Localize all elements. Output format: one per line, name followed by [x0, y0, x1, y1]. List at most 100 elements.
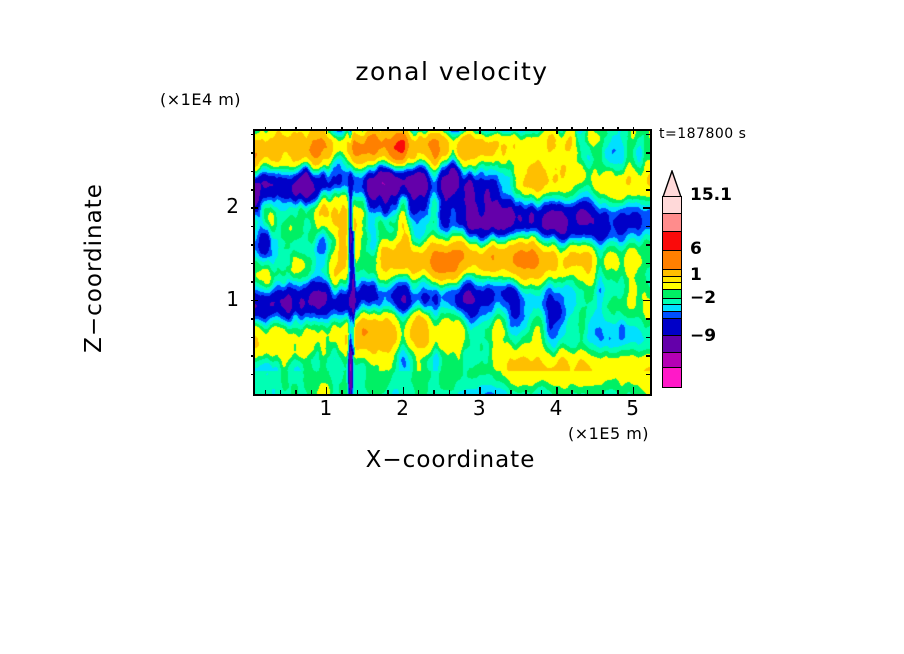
- axis-tick: [402, 127, 405, 134]
- axis-tick: [295, 127, 297, 131]
- axis-tick: [646, 152, 650, 154]
- axis-tick: [295, 390, 297, 394]
- page-title: zonal velocity: [355, 57, 549, 86]
- axis-tick: [555, 387, 558, 394]
- axis-tick: [463, 390, 466, 394]
- axis-tick: [433, 127, 435, 131]
- axis-tick: [646, 262, 650, 265]
- axis-tick: [571, 390, 573, 394]
- colorbar-band: [663, 336, 681, 354]
- axis-tick: [646, 318, 650, 320]
- x-tick-label: 4: [549, 396, 563, 420]
- axis-tick: [632, 127, 635, 134]
- x-tick-label: 3: [472, 396, 486, 420]
- colorbar-band: [663, 269, 681, 277]
- axis-tick: [264, 390, 267, 394]
- colorbar-band: [663, 298, 681, 306]
- axis-tick: [251, 373, 255, 376]
- axis-tick: [264, 127, 267, 131]
- axis-tick: [494, 127, 497, 131]
- colorbar-label: 1: [690, 265, 702, 286]
- axis-tick: [646, 355, 650, 357]
- axis-tick: [494, 390, 497, 394]
- axis-tick: [646, 244, 650, 246]
- axis-tick: [448, 127, 451, 131]
- axis-tick: [646, 373, 650, 376]
- axis-tick: [646, 188, 650, 191]
- axis-tick: [601, 127, 604, 131]
- axis-tick: [601, 390, 604, 394]
- axis-tick: [646, 281, 650, 283]
- axis-tick: [325, 387, 328, 394]
- axis-tick: [371, 390, 374, 394]
- colorbar-band: [663, 318, 681, 337]
- colorbar-band: [663, 250, 681, 270]
- x-tick-label: 5: [626, 396, 640, 420]
- colorbar-band: [663, 276, 681, 284]
- axis-tick: [402, 387, 405, 394]
- axis-tick: [251, 188, 255, 191]
- colorbar-band: [663, 312, 681, 319]
- axis-tick: [632, 387, 635, 394]
- axis-tick: [279, 127, 282, 131]
- colorbar-label: −9: [690, 325, 717, 346]
- axis-tick: [571, 127, 573, 131]
- axis-tick: [387, 390, 389, 394]
- timestamp-annotation: t=187800 s: [659, 126, 747, 142]
- axis-tick: [310, 127, 313, 131]
- axis-tick: [387, 127, 389, 131]
- axis-tick: [540, 127, 543, 131]
- axis-tick: [251, 225, 255, 228]
- axis-tick: [341, 390, 343, 394]
- contour-field-canvas: [255, 131, 650, 394]
- y-axis-label: Z−coordinate: [81, 183, 107, 353]
- axis-tick: [586, 390, 589, 394]
- axis-tick: [251, 336, 255, 339]
- axis-tick: [540, 390, 543, 394]
- x-axis-label: X−coordinate: [365, 447, 536, 473]
- colorbar-band: [663, 367, 681, 387]
- colorbar-label: 6: [690, 239, 702, 260]
- axis-tick: [525, 127, 527, 131]
- axis-tick: [509, 390, 512, 394]
- axis-tick: [279, 390, 282, 394]
- axis-tick: [251, 355, 255, 357]
- axis-tick: [448, 390, 451, 394]
- axis-tick: [356, 390, 359, 394]
- axis-tick: [555, 127, 558, 134]
- colorbar-band: [663, 231, 681, 251]
- axis-tick: [251, 244, 255, 246]
- axis-tick: [433, 390, 435, 394]
- axis-tick: [417, 127, 420, 131]
- colorbar-band: [663, 353, 681, 368]
- axis-tick: [251, 207, 258, 210]
- axis-tick: [371, 127, 374, 131]
- axis-tick: [251, 152, 255, 154]
- axis-tick: [646, 133, 650, 136]
- axis-tick: [251, 281, 255, 283]
- colorbar-label: −2: [690, 287, 717, 308]
- axis-tick: [646, 225, 650, 228]
- axis-tick: [325, 127, 328, 134]
- axis-tick: [341, 127, 343, 131]
- y-axis-unit-label: (×1E4 m): [160, 90, 242, 109]
- axis-tick: [310, 390, 313, 394]
- y-tick-label: 2: [226, 194, 239, 219]
- colorbar-band: [663, 197, 681, 215]
- colorbar-band: [663, 283, 681, 291]
- axis-tick: [646, 336, 650, 339]
- axis-tick: [479, 387, 481, 394]
- axis-tick: [251, 318, 255, 320]
- axis-tick: [509, 127, 512, 131]
- axis-tick: [617, 390, 619, 394]
- axis-tick: [479, 127, 481, 134]
- colorbar-band: [663, 305, 681, 313]
- colorbar-band: [663, 214, 681, 232]
- colorbar-arrow-icon: [662, 170, 682, 198]
- axis-tick: [251, 299, 258, 302]
- axis-tick: [646, 170, 650, 173]
- colorbar-label: 15.1: [690, 185, 732, 205]
- axis-tick: [586, 127, 589, 131]
- axis-tick: [251, 262, 255, 265]
